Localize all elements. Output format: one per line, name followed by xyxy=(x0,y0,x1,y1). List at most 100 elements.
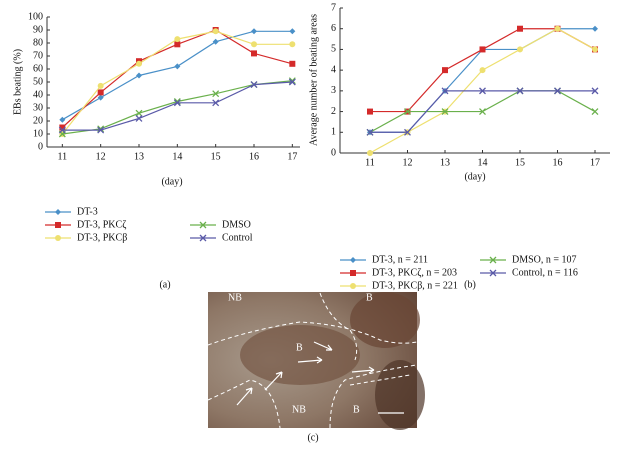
marker xyxy=(404,128,411,136)
boundaries xyxy=(207,292,418,429)
legend-label: DMSO xyxy=(222,219,251,230)
marker xyxy=(250,81,258,89)
y-tick-label: 1 xyxy=(331,127,336,138)
arrows xyxy=(236,341,404,414)
marker xyxy=(289,41,296,48)
x-tick-label: 17 xyxy=(287,151,297,162)
marker xyxy=(367,150,373,156)
marker xyxy=(174,63,181,70)
y-tick-label: 90 xyxy=(33,24,43,35)
marker xyxy=(136,72,142,79)
legend-label: DT-3, PKCβ xyxy=(77,232,127,243)
marker xyxy=(441,87,449,95)
panel-label: (a) xyxy=(159,279,170,290)
marker xyxy=(441,108,449,116)
x-axis-label: (day) xyxy=(161,176,182,187)
marker xyxy=(592,46,598,53)
x-tick-label: 15 xyxy=(211,151,221,162)
x-tick-label: 16 xyxy=(553,157,563,168)
marker xyxy=(554,87,561,95)
marker xyxy=(367,108,373,115)
legend-label: DMSO, n = 107 xyxy=(512,254,577,265)
marker xyxy=(135,114,143,122)
marker xyxy=(591,87,599,95)
panel-label: (c) xyxy=(307,432,318,443)
marker xyxy=(174,41,181,48)
marker xyxy=(136,60,142,67)
marker xyxy=(173,99,181,107)
legend-marker xyxy=(489,269,497,277)
region-label: NB xyxy=(228,292,242,303)
tissue-region xyxy=(350,292,420,348)
legend-marker xyxy=(350,283,356,289)
legend-label: DT-3, n = 211 xyxy=(372,254,428,265)
series-line xyxy=(62,81,293,131)
y-axis-label: Average number of beating areas xyxy=(308,14,319,146)
marker xyxy=(517,46,523,53)
region-label: B xyxy=(296,342,303,353)
tissue-region xyxy=(375,360,425,430)
x-tick-label: 16 xyxy=(249,151,259,162)
legend-marker xyxy=(350,270,356,276)
marker xyxy=(554,25,561,32)
x-tick-label: 13 xyxy=(440,157,450,168)
micrograph: NB B B NB B xyxy=(207,292,425,430)
y-tick-label: 0 xyxy=(331,147,336,158)
marker xyxy=(517,25,523,32)
y-tick-label: 10 xyxy=(33,128,43,139)
marker xyxy=(97,125,105,133)
marker xyxy=(251,50,257,57)
legend-label: DT-3, PKCζ, n = 203 xyxy=(372,267,457,278)
marker xyxy=(289,28,296,35)
y-tick-label: 3 xyxy=(331,85,336,96)
y-tick-label: 70 xyxy=(33,50,43,61)
y-tick-label: 0 xyxy=(38,141,43,152)
legend-marker xyxy=(350,257,356,263)
panel-label: (b) xyxy=(464,279,476,290)
y-tick-label: 2 xyxy=(331,106,336,117)
x-tick-label: 12 xyxy=(96,151,106,162)
y-tick-label: 100 xyxy=(28,11,43,22)
region-label: B xyxy=(366,292,373,303)
marker xyxy=(212,90,220,98)
y-tick-label: 60 xyxy=(33,63,43,74)
marker xyxy=(212,38,219,45)
legend-label: Control, n = 116 xyxy=(512,267,578,278)
y-tick-label: 80 xyxy=(33,37,43,48)
marker xyxy=(479,108,486,116)
series-line xyxy=(370,28,595,133)
legend-marker xyxy=(55,209,61,215)
marker xyxy=(288,78,296,86)
marker xyxy=(58,126,66,134)
x-tick-label: 14 xyxy=(172,151,182,162)
marker xyxy=(251,41,257,48)
marker xyxy=(97,94,104,101)
y-tick-label: 5 xyxy=(331,44,336,55)
marker xyxy=(479,67,486,74)
legend-label: DT-3 xyxy=(77,206,98,217)
x-tick-label: 14 xyxy=(478,157,488,168)
series-line xyxy=(62,80,293,135)
region-label: NB xyxy=(292,404,306,415)
marker xyxy=(366,128,374,136)
x-tick-label: 11 xyxy=(58,151,68,162)
y-tick-label: 40 xyxy=(33,89,43,100)
marker xyxy=(59,116,66,123)
legend-marker xyxy=(55,235,61,241)
legend-label: DT-3, PKCζ xyxy=(77,219,126,230)
x-tick-label: 11 xyxy=(365,157,375,168)
legend-label: DT-3, PKCβ, n = 221 xyxy=(372,280,458,291)
legend-marker xyxy=(55,222,61,228)
marker xyxy=(174,36,181,43)
marker xyxy=(212,99,220,107)
y-tick-label: 4 xyxy=(331,64,336,75)
y-tick-label: 7 xyxy=(331,2,336,13)
marker xyxy=(97,82,104,89)
region-label: B xyxy=(353,404,360,415)
tissue-region xyxy=(240,325,360,385)
marker xyxy=(97,126,105,134)
x-tick-label: 17 xyxy=(590,157,600,168)
marker xyxy=(212,28,219,35)
